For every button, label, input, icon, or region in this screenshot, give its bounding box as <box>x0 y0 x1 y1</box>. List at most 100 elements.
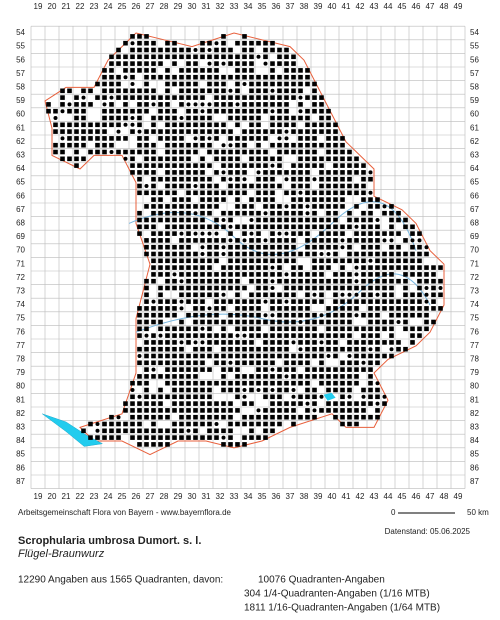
square-dot <box>256 360 261 366</box>
square-dot <box>326 374 331 379</box>
round-dot <box>270 109 275 114</box>
square-dot <box>235 340 240 345</box>
square-dot <box>144 326 149 332</box>
square-dot <box>263 95 268 100</box>
square-dot <box>137 374 142 379</box>
square-dot <box>228 435 233 440</box>
square-dot <box>158 292 163 298</box>
square-dot <box>144 88 149 94</box>
square-dot <box>396 278 401 284</box>
square-dot <box>179 217 184 223</box>
square-dot <box>263 428 268 434</box>
square-dot <box>235 176 240 182</box>
count-line: 1811 1/16-Quadranten-Angaben (1/64 MTB) <box>244 603 440 614</box>
square-dot <box>179 258 184 264</box>
square-dot <box>270 380 275 386</box>
square-dot <box>256 265 261 270</box>
square-dot <box>305 224 310 230</box>
round-dot <box>340 238 345 243</box>
square-dot <box>235 149 240 155</box>
square-dot <box>179 95 184 100</box>
square-dot <box>179 251 184 257</box>
square-dot <box>305 292 310 298</box>
square-dot <box>305 81 310 87</box>
square-dot <box>172 156 177 162</box>
square-dot <box>417 265 422 270</box>
square-dot <box>298 380 303 386</box>
square-dot <box>270 394 275 400</box>
square-dot <box>221 210 226 216</box>
square-dot <box>249 414 254 420</box>
square-dot <box>165 108 170 114</box>
square-dot <box>340 231 345 236</box>
square-dot <box>158 163 163 168</box>
square-dot <box>214 81 219 87</box>
square-dot <box>242 442 247 447</box>
square-dot <box>179 54 184 60</box>
square-dot <box>291 88 296 94</box>
square-dot <box>382 306 387 311</box>
round-dot <box>207 48 212 52</box>
round-dot <box>214 41 219 46</box>
square-dot <box>151 190 156 196</box>
row-label: 70 <box>470 246 479 255</box>
species-title: Scrophularia umbrosa Dumort. s. l. <box>18 535 201 547</box>
square-dot <box>214 149 219 155</box>
square-dot <box>375 299 380 304</box>
square-dot <box>221 285 226 291</box>
square-dot <box>256 346 261 352</box>
square-dot <box>242 421 247 427</box>
square-dot <box>172 54 177 60</box>
square-dot <box>151 183 156 189</box>
square-dot <box>137 68 142 73</box>
square-dot <box>347 387 352 393</box>
square-dot <box>284 115 289 121</box>
square-dot <box>284 401 289 406</box>
round-dot <box>312 408 317 413</box>
square-dot <box>277 312 282 318</box>
round-dot <box>193 231 198 236</box>
row-label: 61 <box>470 123 479 132</box>
square-dot <box>263 204 268 209</box>
square-dot <box>200 40 205 46</box>
square-dot <box>389 299 394 304</box>
square-dot <box>179 414 184 420</box>
square-dot <box>354 421 359 427</box>
square-dot <box>277 319 282 325</box>
square-dot <box>277 142 282 148</box>
square-dot <box>207 414 212 420</box>
square-dot <box>368 292 373 298</box>
square-dot <box>277 115 282 121</box>
round-dot <box>382 204 387 209</box>
square-dot <box>410 265 415 270</box>
square-dot <box>137 346 142 352</box>
square-dot <box>298 265 303 270</box>
column-label: 46 <box>412 2 421 11</box>
square-dot <box>312 204 317 209</box>
square-dot <box>277 210 282 216</box>
square-dot <box>221 319 226 325</box>
square-dot <box>291 272 296 277</box>
square-dot <box>221 380 226 386</box>
square-dot <box>207 204 212 209</box>
square-dot <box>403 224 408 230</box>
square-dot <box>263 278 268 284</box>
square-dot <box>263 74 268 80</box>
square-dot <box>368 278 373 284</box>
square-dot <box>165 394 170 400</box>
square-dot <box>144 170 149 175</box>
square-dot <box>207 319 212 325</box>
column-label: 38 <box>300 492 309 501</box>
square-dot <box>186 285 191 291</box>
square-dot <box>130 170 135 175</box>
square-dot <box>291 197 296 202</box>
square-dot <box>158 401 163 406</box>
square-dot <box>151 156 156 162</box>
square-dot <box>326 265 331 270</box>
square-dot <box>333 299 338 304</box>
square-dot <box>305 183 310 189</box>
round-dot <box>375 218 380 222</box>
square-dot <box>144 61 149 66</box>
square-dot <box>319 170 324 175</box>
